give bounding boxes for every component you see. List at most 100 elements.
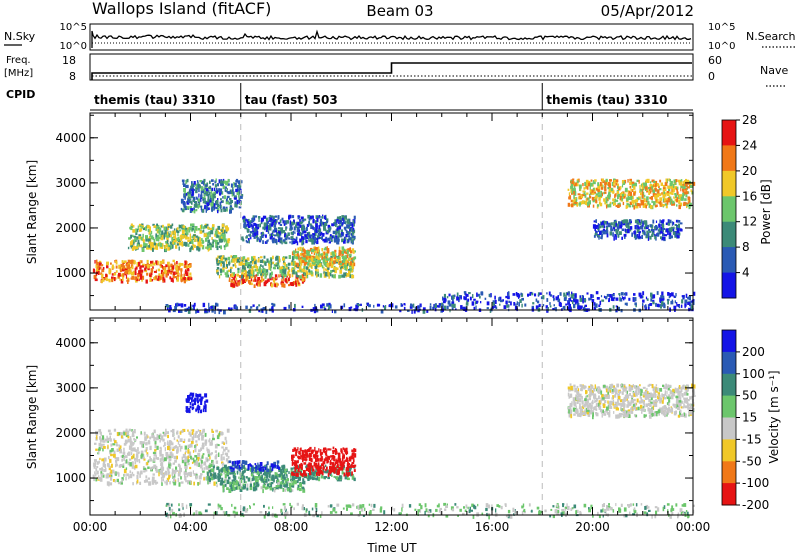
data-cell	[232, 272, 235, 276]
data-cell	[301, 250, 303, 253]
data-cell	[456, 292, 459, 297]
data-cell	[214, 305, 216, 310]
data-cell	[326, 273, 328, 277]
data-cell	[246, 219, 248, 224]
data-cell	[335, 267, 339, 271]
data-cell	[216, 453, 218, 458]
data-cell	[95, 448, 98, 451]
data-cell	[632, 297, 634, 300]
data-cell	[270, 483, 273, 488]
data-cell	[291, 489, 294, 492]
data-cell	[173, 481, 177, 486]
data-cell	[582, 200, 585, 205]
data-cell	[178, 224, 182, 229]
data-cell	[134, 438, 137, 442]
data-cell	[157, 230, 161, 233]
data-cell	[188, 438, 191, 442]
data-cell	[587, 202, 589, 207]
data-cell	[169, 480, 171, 485]
data-cell	[639, 203, 641, 208]
data-cell	[146, 225, 150, 229]
data-cell	[215, 481, 218, 485]
data-cell	[259, 264, 262, 267]
data-cell	[292, 484, 295, 488]
data-cell	[239, 488, 243, 492]
data-cell	[226, 428, 230, 433]
data-cell	[278, 258, 281, 263]
data-cell	[131, 272, 134, 276]
data-cell	[144, 243, 148, 248]
data-cell	[321, 248, 323, 252]
data-cell	[156, 236, 160, 242]
data-cell	[230, 183, 233, 188]
data-cell	[600, 194, 602, 197]
data-cell	[175, 445, 177, 449]
data-cell	[266, 483, 270, 488]
data-cell	[584, 181, 587, 187]
data-cell	[339, 221, 342, 224]
data-cell	[314, 476, 316, 480]
data-cell	[624, 179, 627, 184]
data-cell	[451, 303, 454, 308]
data-cell	[123, 456, 125, 461]
data-cell	[187, 459, 190, 463]
data-cell	[186, 408, 189, 413]
freq-right-tick-top: 60	[708, 54, 722, 67]
data-cell	[195, 475, 198, 480]
data-cell	[255, 268, 258, 272]
data-cell	[220, 255, 222, 258]
data-cell	[127, 436, 130, 439]
data-cell	[605, 196, 608, 200]
data-cell	[306, 464, 308, 468]
data-cell	[315, 268, 318, 272]
data-cell	[595, 219, 597, 223]
data-cell	[230, 255, 233, 258]
data-cell	[312, 471, 315, 476]
data-cell	[352, 262, 354, 266]
data-cell	[128, 428, 131, 432]
data-cell	[604, 225, 606, 228]
data-cell	[286, 275, 288, 278]
data-cell	[147, 460, 149, 463]
data-cell	[210, 463, 213, 468]
data-cell	[292, 281, 295, 284]
data-cell	[316, 271, 319, 274]
data-cell	[665, 178, 668, 183]
data-cell	[184, 476, 187, 481]
data-cell	[599, 202, 603, 207]
data-cell	[255, 234, 259, 239]
data-cell	[674, 300, 676, 304]
data-cell	[169, 446, 171, 451]
data-cell	[326, 268, 329, 273]
data-cell	[247, 261, 251, 265]
data-cell	[185, 236, 188, 240]
data-cell	[201, 208, 205, 213]
colorbar-tick-label: 20	[742, 164, 757, 178]
data-cell	[146, 259, 149, 264]
data-cell	[252, 279, 255, 282]
data-cell	[98, 446, 101, 450]
data-cell	[121, 435, 123, 439]
data-cell	[663, 191, 666, 196]
data-cell	[318, 228, 322, 233]
data-cell	[653, 201, 656, 206]
data-cell	[452, 297, 454, 302]
data-cell	[650, 295, 654, 299]
data-cell	[159, 433, 162, 437]
data-cell	[297, 217, 299, 220]
data-cell	[208, 439, 211, 443]
data-cell	[232, 264, 235, 267]
data-cell	[133, 260, 136, 265]
data-cell	[326, 246, 328, 251]
data-cell	[162, 431, 164, 434]
data-cell	[537, 292, 540, 296]
data-cell	[130, 226, 133, 231]
data-cell	[211, 179, 214, 182]
data-cell	[131, 246, 135, 251]
data-cell	[123, 468, 127, 474]
data-cell	[191, 186, 193, 190]
data-cell	[284, 233, 287, 237]
data-cell	[220, 208, 223, 213]
data-cell	[626, 302, 628, 306]
data-cell	[521, 303, 523, 308]
